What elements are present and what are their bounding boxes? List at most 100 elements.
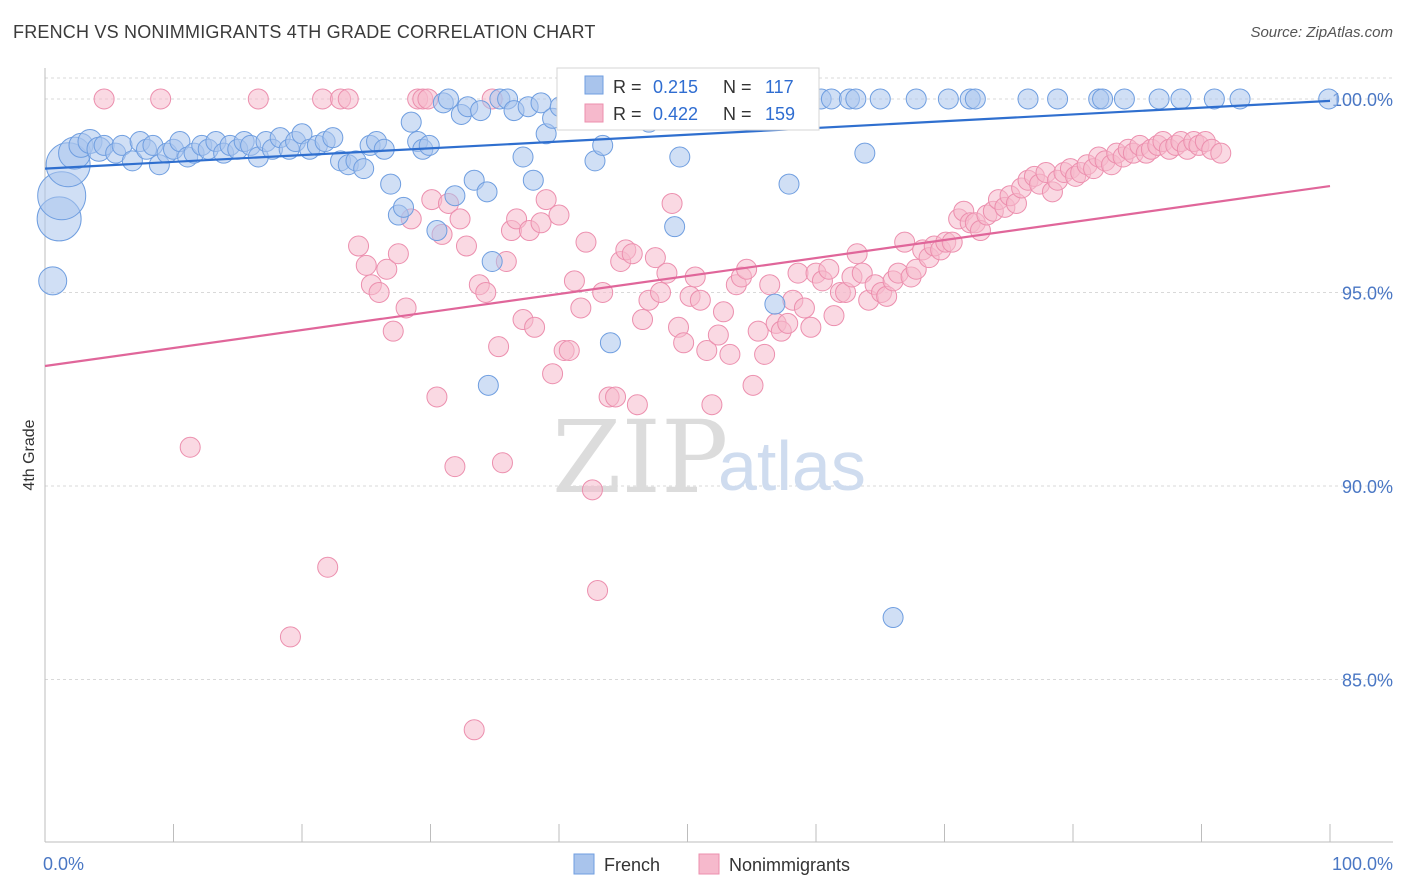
nonimm-point-83 (777, 312, 799, 334)
french-point-102 (845, 88, 867, 110)
stats-french-n-value: 117 (765, 77, 794, 97)
nonimm-point-22 (426, 386, 448, 408)
y-tick-label-2: 90.0% (1342, 477, 1393, 497)
y-tick-label-1: 95.0% (1342, 283, 1393, 303)
french-point-95 (764, 293, 786, 315)
nonimm-point-32 (488, 336, 510, 358)
french-point-50 (400, 111, 422, 133)
french-point-107 (937, 88, 959, 110)
nonimm-point-42 (542, 363, 564, 385)
legend-french-swatch (573, 853, 595, 875)
nonimm-point-46 (563, 270, 585, 292)
french-point-118 (1229, 88, 1251, 110)
stats-nonimm-r-value: 0.422 (653, 104, 698, 124)
stats-nonimm-r-label: R = (613, 104, 642, 124)
nonimm-point-60 (644, 247, 666, 269)
nonimm-point-10 (355, 254, 377, 276)
chart-title: FRENCH VS NONIMMIGRANTS 4TH GRADE CORREL… (13, 22, 596, 42)
nonimm-point-87 (800, 316, 822, 338)
french-point-63 (481, 251, 503, 272)
nonimm-point-71 (707, 324, 729, 346)
french-point-54 (426, 220, 448, 242)
stats-nonimm-swatch (584, 103, 604, 123)
nonimm-point-1 (150, 88, 172, 110)
nonimm-trend-line (44, 184, 1331, 368)
french-point-87 (669, 146, 691, 168)
french-point-109 (964, 88, 986, 110)
french-point-86 (664, 216, 686, 238)
french-point-106 (905, 88, 927, 110)
nonimm-point-40 (530, 212, 552, 234)
nonimm-point-70 (701, 394, 723, 416)
stats-french-r-label: R = (613, 77, 642, 97)
y-tick-label-3: 85.0% (1342, 670, 1393, 690)
nonimm-point-14 (382, 320, 404, 342)
french-point-100 (820, 88, 842, 110)
x-tick-label-1: 100.0% (1332, 854, 1393, 874)
nonimm-point-13 (376, 258, 398, 280)
nonimm-point-51 (592, 281, 614, 303)
watermark-zip: ZIP (552, 399, 728, 516)
nonimm-point-78 (747, 320, 769, 342)
nonimm-point-80 (759, 274, 781, 296)
nonimm-point-156 (1210, 142, 1232, 164)
french-point-116 (1170, 88, 1192, 110)
nonimm-point-50 (587, 579, 609, 601)
nonimmigrants-points (93, 88, 1232, 741)
nonimm-point-85 (787, 262, 809, 284)
french-point-113 (1092, 88, 1114, 110)
legend: French Nonimmigrants (573, 853, 850, 875)
stats-french-swatch (584, 75, 604, 95)
stats-french-n-label: N = (723, 77, 752, 97)
nonimm-point-33 (491, 452, 513, 474)
nonimm-point-63 (661, 192, 683, 214)
nonimm-point-69 (696, 340, 718, 362)
french-point-103 (854, 142, 876, 164)
nonimm-point-56 (621, 243, 643, 265)
french-point-110 (1017, 88, 1039, 110)
nonimm-point-0 (93, 88, 115, 110)
french-point-114 (1113, 88, 1135, 110)
legend-nonimm-swatch (698, 853, 720, 875)
nonimm-point-28 (463, 719, 485, 741)
stats-nonimm-n-value: 159 (765, 104, 795, 124)
french-trend-line (44, 99, 1331, 170)
nonimm-point-49 (581, 479, 603, 501)
french-point-104 (869, 88, 891, 110)
french-point-47 (380, 173, 402, 195)
nonimm-point-3 (247, 88, 269, 110)
nonimm-point-91 (823, 305, 845, 327)
nonimm-point-61 (650, 281, 672, 303)
french-point-115 (1148, 88, 1170, 110)
french-point-53 (418, 134, 440, 156)
nonimm-point-57 (626, 394, 648, 416)
french-point-80 (599, 332, 621, 354)
nonimm-point-79 (754, 343, 776, 365)
nonimm-point-73 (719, 343, 741, 365)
french-point-57 (444, 185, 466, 207)
legend-nonimm-label: Nonimmigrants (729, 855, 850, 875)
french-point-46 (373, 138, 395, 160)
stats-french-r-value: 0.215 (653, 77, 698, 97)
y-tick-label-0: 100.0% (1332, 90, 1393, 110)
stats-box: R = 0.215 N = 117 R = 0.422 N = 159 (556, 67, 820, 131)
nonimm-point-2 (179, 436, 201, 458)
nonimm-point-72 (712, 301, 734, 323)
nonimm-point-45 (558, 340, 580, 362)
french-point-111 (1047, 88, 1069, 110)
nonimm-point-27 (455, 235, 477, 257)
french-point-119 (1318, 88, 1340, 110)
french-point-96 (778, 173, 800, 195)
source-credit: Source: ZipAtlas.com (1250, 24, 1393, 41)
french-point-11 (121, 150, 143, 172)
nonimm-point-58 (632, 309, 654, 331)
nonimm-point-15 (387, 243, 409, 265)
nonimm-point-26 (449, 208, 471, 230)
french-point-62 (476, 181, 498, 203)
axes: 100.0% 95.0% 90.0% 85.0% 0.0% 100.0% (43, 68, 1393, 874)
nonimm-point-111 (941, 231, 963, 253)
french-point-67 (512, 146, 534, 168)
nonimm-point-53 (605, 386, 627, 408)
french-point-69 (522, 169, 544, 191)
